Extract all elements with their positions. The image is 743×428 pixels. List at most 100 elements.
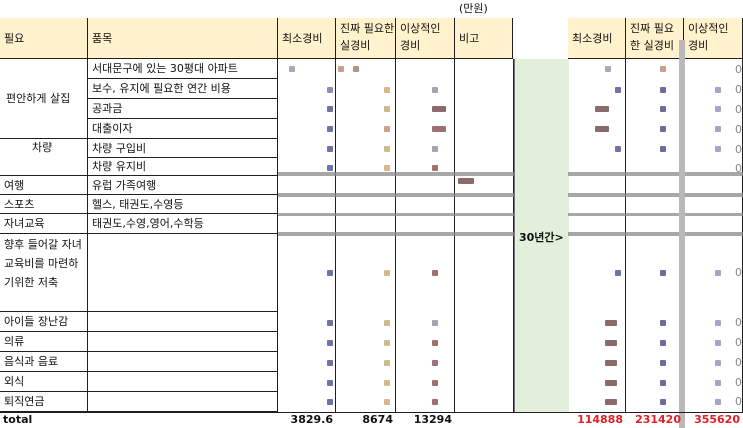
item-label: 유럽 가족여행	[92, 179, 157, 192]
item-cell[interactable]: 서대문구에 있는 30평대 아파트	[88, 59, 278, 79]
item-label: 대출이자	[92, 122, 133, 135]
blurred-value	[384, 320, 390, 326]
total-min-30y[interactable]: 114888	[577, 413, 623, 426]
item-label: 보수, 유지에 필요한 연간 비용	[92, 82, 231, 95]
zero-value: 0	[735, 266, 742, 279]
blurred-value	[384, 399, 390, 405]
blurred-value	[715, 87, 721, 93]
item-cell[interactable]	[88, 352, 278, 372]
header-ideal-cost[interactable]: 이상적인 경비	[396, 18, 455, 59]
blurred-value	[432, 146, 438, 152]
category-dining-out[interactable]: 외식	[0, 372, 88, 392]
category-housing-label: 편안하게 살집	[6, 92, 71, 105]
item-cell[interactable]: 헬스, 태권도,수영등	[88, 195, 278, 214]
category-dining-out-label: 외식	[4, 375, 25, 388]
header-min-cost[interactable]: 최소경비	[278, 18, 336, 59]
blurred-value	[432, 360, 438, 366]
total-min[interactable]: 3829.6	[290, 413, 333, 426]
blurred-value	[660, 399, 666, 405]
item-cell[interactable]: 차량 유지비	[88, 158, 278, 176]
blurred-value	[432, 399, 438, 405]
blurred-value	[327, 87, 333, 93]
blurred-value	[338, 66, 344, 72]
category-travel[interactable]: 여행	[0, 176, 88, 195]
blurred-value	[432, 126, 446, 132]
blurred-value	[595, 126, 609, 132]
category-sports-label: 스포츠	[4, 198, 35, 211]
zero-value: 0	[735, 83, 742, 96]
blurred-value	[432, 380, 438, 386]
category-car[interactable]: 차량	[0, 139, 88, 176]
total-ideal[interactable]: 13294	[413, 413, 452, 426]
category-travel-label: 여행	[4, 179, 25, 192]
category-clothing[interactable]: 의류	[0, 332, 88, 352]
header-item-label: 품목	[92, 32, 113, 45]
total-row	[0, 412, 743, 428]
blurred-value	[327, 360, 333, 366]
obscured-band	[278, 232, 514, 236]
header-real-30y-label: 진짜 필요한 실경비	[630, 22, 674, 52]
blurred-value	[327, 320, 333, 326]
item-cell[interactable]: 차량 구입비	[88, 139, 278, 158]
blurred-value	[715, 360, 721, 366]
category-food[interactable]: 음식과 음료	[0, 352, 88, 372]
blurred-value	[384, 340, 390, 346]
zero-value: 0	[735, 123, 742, 136]
header-need[interactable]: 필요	[0, 18, 88, 59]
total-real[interactable]: 8674	[362, 413, 393, 426]
header-real-30y[interactable]: 진짜 필요한 실경비	[626, 18, 684, 59]
blurred-value	[715, 340, 721, 346]
item-cell[interactable]	[88, 372, 278, 392]
header-item[interactable]: 품목	[88, 18, 278, 59]
total-real-30y[interactable]: 231420	[635, 413, 681, 426]
blurred-value	[715, 126, 721, 132]
item-cell[interactable]: 유럽 가족여행	[88, 176, 278, 195]
header-ideal-cost-label: 이상적인 경비	[400, 22, 441, 52]
item-label: 헬스, 태권도,수영등	[92, 198, 184, 211]
item-cell[interactable]: 태권도,수영,영어,수학등	[88, 214, 278, 234]
item-label: 공과금	[92, 102, 123, 115]
category-toys[interactable]: 아이들 장난감	[0, 312, 88, 332]
blurred-value	[715, 146, 721, 152]
total-ideal-30y[interactable]: 355620	[694, 413, 740, 426]
item-cell[interactable]	[88, 312, 278, 332]
category-toys-label: 아이들 장난감	[4, 315, 69, 328]
category-savings[interactable]: 향후 들어갈 자녀교육비를 마련하기위한 저축	[0, 234, 88, 312]
item-cell[interactable]	[88, 234, 278, 312]
blurred-value	[384, 270, 390, 276]
blurred-value	[715, 270, 721, 276]
zero-value: 0	[735, 143, 742, 156]
blurred-value	[615, 87, 621, 93]
item-cell[interactable]: 보수, 유지에 필요한 연간 비용	[88, 79, 278, 99]
zero-value: 0	[735, 336, 742, 349]
header-ideal-30y[interactable]: 이상적인 경비	[684, 18, 743, 59]
zero-value: 0	[735, 103, 742, 116]
blurred-value	[660, 66, 666, 72]
item-cell[interactable]	[88, 332, 278, 352]
blurred-value	[432, 165, 438, 171]
header-note[interactable]: 비고	[455, 18, 513, 59]
category-education[interactable]: 자녀교육	[0, 214, 88, 234]
blurred-value	[660, 146, 666, 152]
category-clothing-label: 의류	[4, 335, 25, 348]
item-cell[interactable]: 대출이자	[88, 119, 278, 139]
item-cell[interactable]	[88, 392, 278, 412]
obscured-band	[568, 232, 743, 236]
blurred-value	[715, 399, 721, 405]
blurred-value	[327, 270, 333, 276]
blurred-value	[660, 320, 666, 326]
category-housing[interactable]: 편안하게 살집	[0, 59, 88, 139]
zero-value: 0	[735, 356, 742, 369]
obscured-band	[278, 193, 514, 197]
header-min-30y[interactable]: 최소경비	[568, 18, 626, 59]
category-pension[interactable]: 퇴직연금	[0, 392, 88, 412]
period-cell[interactable]: 30년간>	[514, 59, 569, 412]
category-sports[interactable]: 스포츠	[0, 195, 88, 214]
item-label: 차량 구입비	[92, 142, 147, 155]
blurred-value	[605, 66, 611, 72]
header-real-cost[interactable]: 진짜 필요한 실경비	[336, 18, 396, 59]
blurred-value	[458, 178, 474, 184]
header-min-cost-label: 최소경비	[282, 32, 323, 45]
item-cell[interactable]: 공과금	[88, 99, 278, 119]
